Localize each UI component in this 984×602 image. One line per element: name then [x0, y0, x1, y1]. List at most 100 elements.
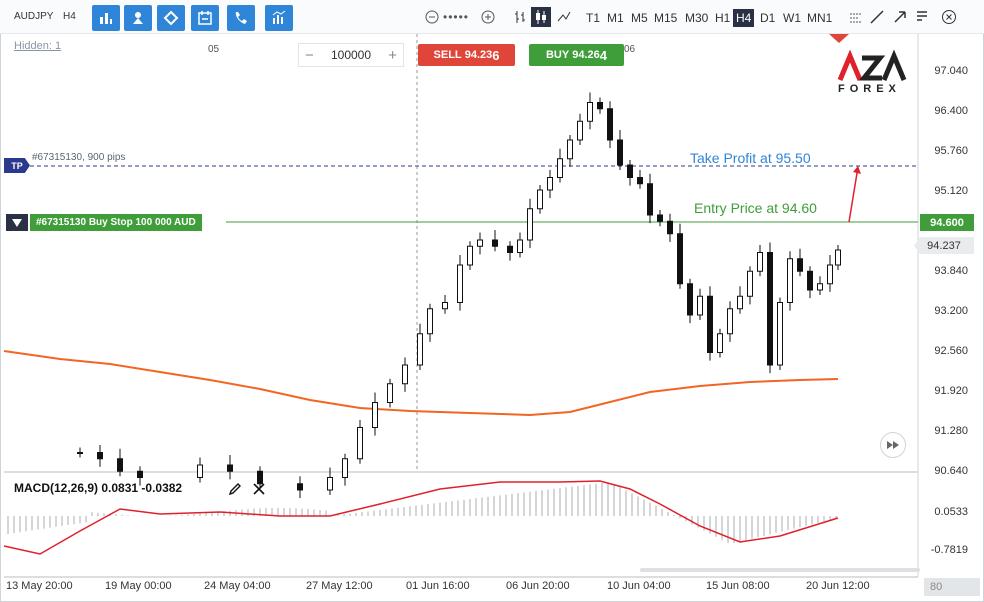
tf-h4[interactable]: H4: [733, 9, 755, 27]
candle-body: [787, 258, 793, 303]
price-chart[interactable]: [0, 34, 984, 602]
candles-group: [77, 92, 841, 499]
sell-button[interactable]: SELL 94.23 6: [418, 44, 515, 66]
zoom-in-icon[interactable]: [480, 9, 496, 25]
tf-d1[interactable]: D1: [760, 11, 776, 25]
increase-icon[interactable]: +: [388, 46, 397, 64]
candle-body: [617, 139, 623, 166]
candle-body: [357, 427, 363, 460]
candle-body: [387, 383, 393, 403]
time-scrollbar[interactable]: [640, 568, 920, 572]
timeframe-label: H4: [63, 11, 76, 22]
tp-badge[interactable]: TP: [4, 158, 30, 173]
macd-tick: -0.7819: [930, 544, 968, 556]
shapes-button[interactable]: [157, 5, 185, 31]
candle-body: [372, 402, 378, 428]
candle-body: [797, 258, 803, 272]
drawing-tools-button[interactable]: [124, 5, 152, 31]
tp-order-label: #67315130, 900 pips: [32, 152, 126, 163]
x-tick: 15 Jun 08:00: [706, 580, 770, 592]
candle-body: [492, 239, 498, 247]
candle-body: [727, 308, 733, 335]
entry-price-annotation: Entry Price at 94.60: [694, 200, 817, 216]
y-tick: 91.920: [934, 385, 968, 397]
sell-label: SELL: [433, 49, 462, 61]
y-tick: 92.560: [934, 345, 968, 357]
tf-h1[interactable]: H1: [715, 11, 731, 25]
x-tick: 01 Jun 16:00: [406, 580, 470, 592]
candle-body: [557, 158, 563, 178]
candle-body: [637, 177, 643, 185]
candle-body: [607, 108, 613, 141]
horizontal-line-icon[interactable]: [848, 9, 864, 25]
candle-body: [597, 102, 603, 110]
indicators-button[interactable]: [265, 5, 293, 31]
candle-body: [647, 183, 653, 216]
bar-style-icon[interactable]: [512, 9, 528, 25]
direction-arrow: [848, 166, 859, 223]
candle-body: [717, 333, 723, 353]
buy-label: BUY: [545, 49, 570, 61]
tf-m1[interactable]: M1: [607, 11, 624, 25]
remove-indicator-icon[interactable]: [252, 482, 266, 496]
logo-subtext: FOREX: [838, 83, 901, 95]
arrow-icon[interactable]: [892, 9, 908, 25]
candlestick-icon: [536, 10, 546, 24]
y-tick: 90.640: [934, 465, 968, 477]
line-style-icon[interactable]: [556, 9, 572, 25]
indicators-icon: [272, 10, 286, 24]
person-icon: [133, 12, 143, 24]
chart-type-button[interactable]: [92, 5, 120, 31]
tf-t1[interactable]: T1: [586, 11, 601, 25]
symbol-label[interactable]: AUDJPY: [14, 11, 54, 22]
edit-icon[interactable]: [228, 482, 242, 496]
candle-style-button[interactable]: [531, 7, 551, 27]
alerts-button[interactable]: [227, 5, 255, 31]
zoom-level[interactable]: 80: [924, 578, 980, 596]
x-tick: 13 May 20:00: [6, 580, 73, 592]
close-icon[interactable]: [941, 9, 957, 25]
tf-mn1[interactable]: MN1: [807, 11, 833, 25]
order-toggle[interactable]: [6, 214, 28, 231]
color-icon[interactable]: [914, 9, 930, 25]
zoom-out-icon[interactable]: [424, 9, 440, 25]
candle-body: [627, 164, 633, 178]
candle-body: [442, 302, 448, 310]
quantity-value[interactable]: 100000: [330, 48, 372, 62]
candle-body: [807, 270, 813, 291]
candle-body: [467, 245, 473, 266]
candle-body: [747, 270, 753, 297]
candle-body: [537, 189, 543, 210]
decrease-icon[interactable]: −: [305, 46, 314, 64]
candle-body: [657, 214, 663, 222]
tf-w1[interactable]: W1: [783, 11, 801, 25]
triangle-down-icon: [12, 218, 22, 227]
buy-button[interactable]: BUY 94.26 4: [529, 44, 624, 66]
candle-body: [257, 470, 263, 485]
candle-body: [402, 364, 408, 385]
candle-body: [297, 483, 303, 491]
candle-body: [457, 264, 463, 303]
x-tick: 06 Jun 20:00: [506, 580, 570, 592]
order-label[interactable]: #67315130 Buy Stop 100 000 AUD: [30, 214, 202, 231]
candle-body: [477, 239, 483, 247]
macd-tick: 0.0533: [934, 506, 968, 518]
candle-body: [507, 245, 513, 253]
y-tick: 95.120: [934, 185, 968, 197]
tf-m5[interactable]: M5: [631, 11, 648, 25]
template-icon: [198, 11, 212, 25]
macd-label-text: MACD(12,26,9) 0.0831 -0.0382: [14, 481, 183, 495]
quantity-stepper[interactable]: − 100000 +: [298, 43, 404, 67]
trend-line-icon[interactable]: [869, 9, 885, 25]
candle-body: [577, 120, 583, 141]
tf-m15[interactable]: M15: [654, 11, 678, 25]
hidden-objects-link[interactable]: Hidden: 1: [14, 40, 62, 52]
templates-button[interactable]: [191, 5, 219, 31]
x-tick: 10 Jun 04:00: [607, 580, 671, 592]
scroll-to-latest-button[interactable]: [880, 432, 906, 458]
tf-m30[interactable]: M30: [685, 11, 709, 25]
phone-alert-icon: [235, 12, 247, 24]
candle-body: [737, 295, 743, 310]
aza-forex-logo: FOREX: [836, 48, 910, 98]
entry-price-box: 94.600: [920, 214, 974, 231]
